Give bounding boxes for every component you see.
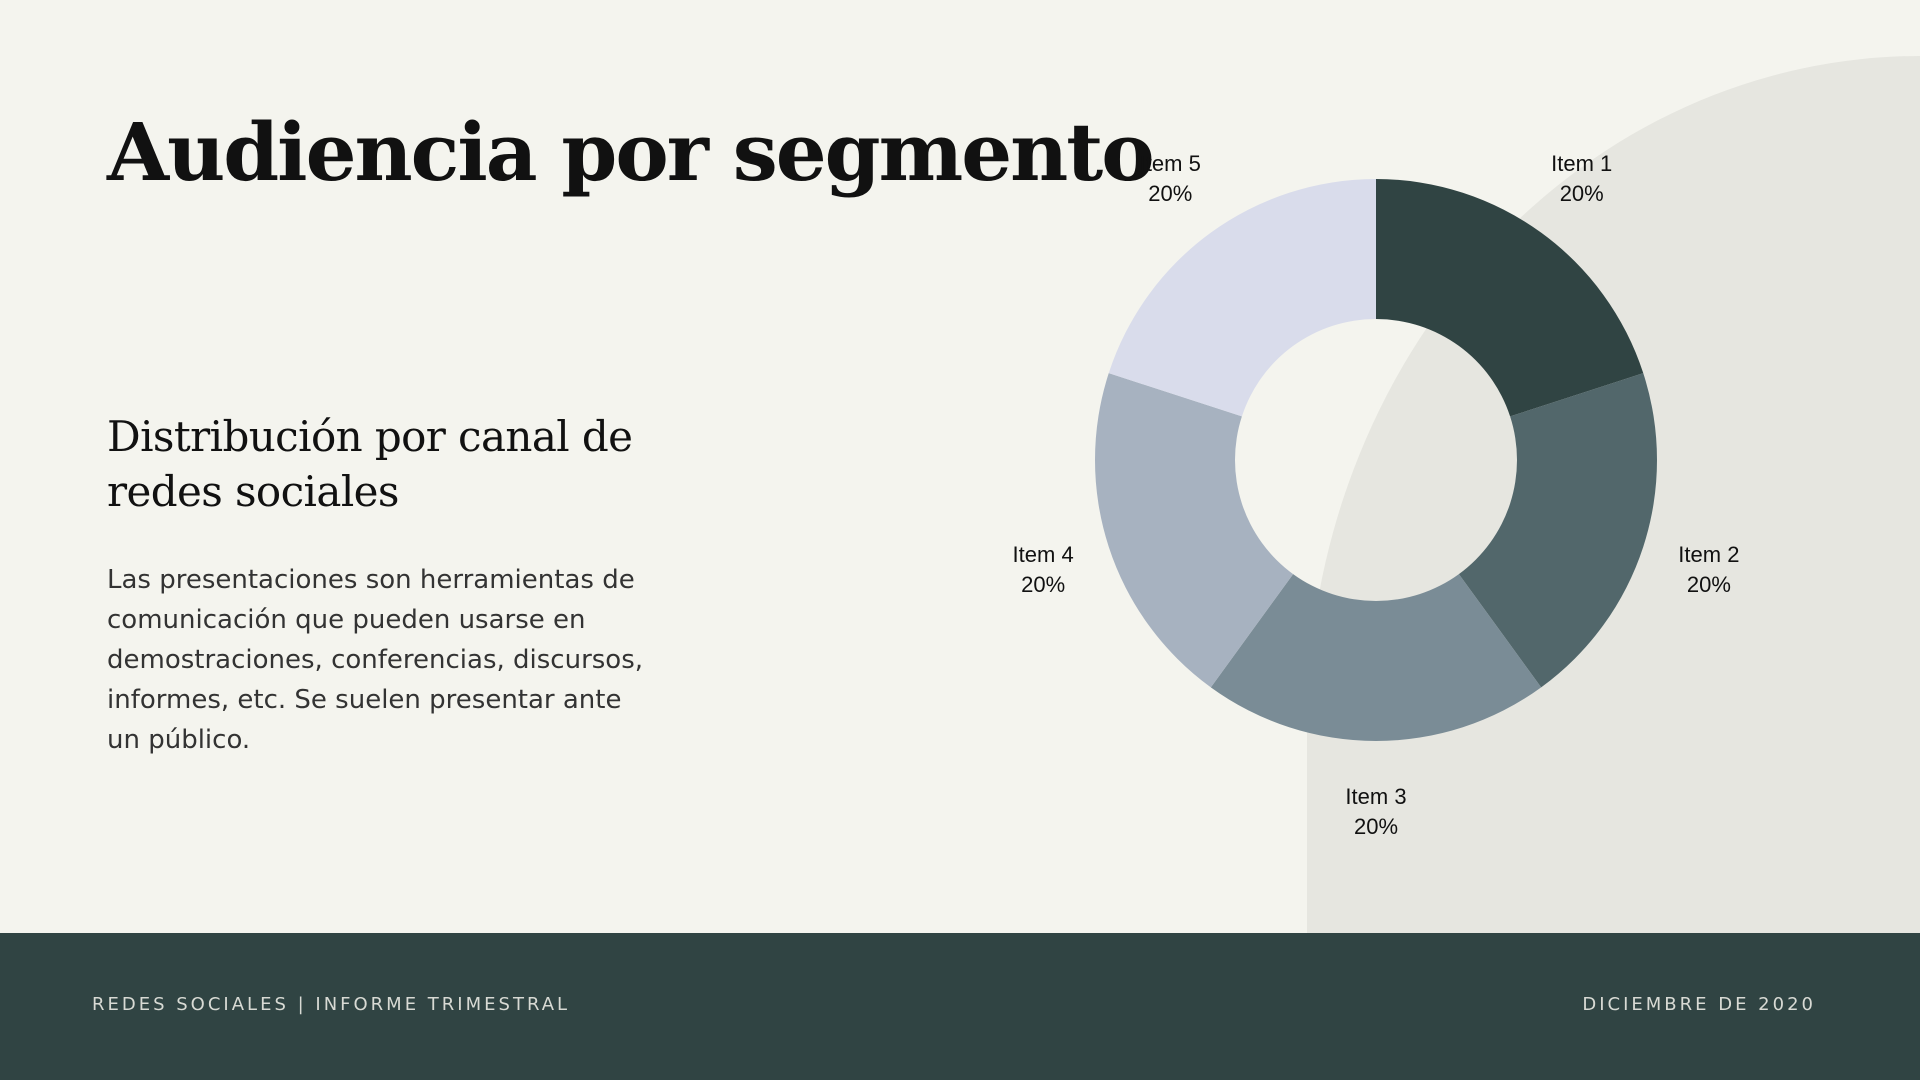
donut-slice-item-1 [1376, 179, 1644, 417]
donut-slice-item-2 [1458, 373, 1657, 688]
slice-value-item-2: 20% [1687, 572, 1731, 597]
slide-body-text: Las presentaciones son herramientas de c… [107, 565, 644, 755]
slice-label-item-5: Item 5 [1140, 151, 1201, 176]
slice-value-item-3: 20% [1354, 814, 1398, 839]
footer-bar [0, 933, 1920, 1080]
slice-label-item-2: Item 2 [1678, 542, 1739, 567]
slice-value-item-1: 20% [1560, 181, 1604, 206]
slice-label-item-1: Item 1 [1551, 151, 1612, 176]
footer-report-name: REDES SOCIALES | INFORME TRIMESTRAL [92, 994, 571, 1015]
slide-title: Audiencia por segmento [107, 105, 1155, 199]
donut-slice-item-4 [1095, 373, 1294, 688]
slice-value-item-4: 20% [1021, 572, 1065, 597]
donut-chart: Item 1 20% Item 2 20% Item 3 20% Item 4 20% Item… [1013, 151, 1740, 839]
donut-slice-item-5 [1108, 179, 1376, 417]
slide-subtitle: Distribución por canal de redes sociales [107, 412, 633, 516]
slice-label-item-3: Item 3 [1345, 784, 1406, 809]
donut-slice-item-3 [1210, 574, 1542, 741]
slice-value-item-5: 20% [1148, 181, 1192, 206]
slice-label-item-4: Item 4 [1013, 542, 1074, 567]
footer-date: DICIEMBRE DE 2020 [1582, 994, 1816, 1015]
